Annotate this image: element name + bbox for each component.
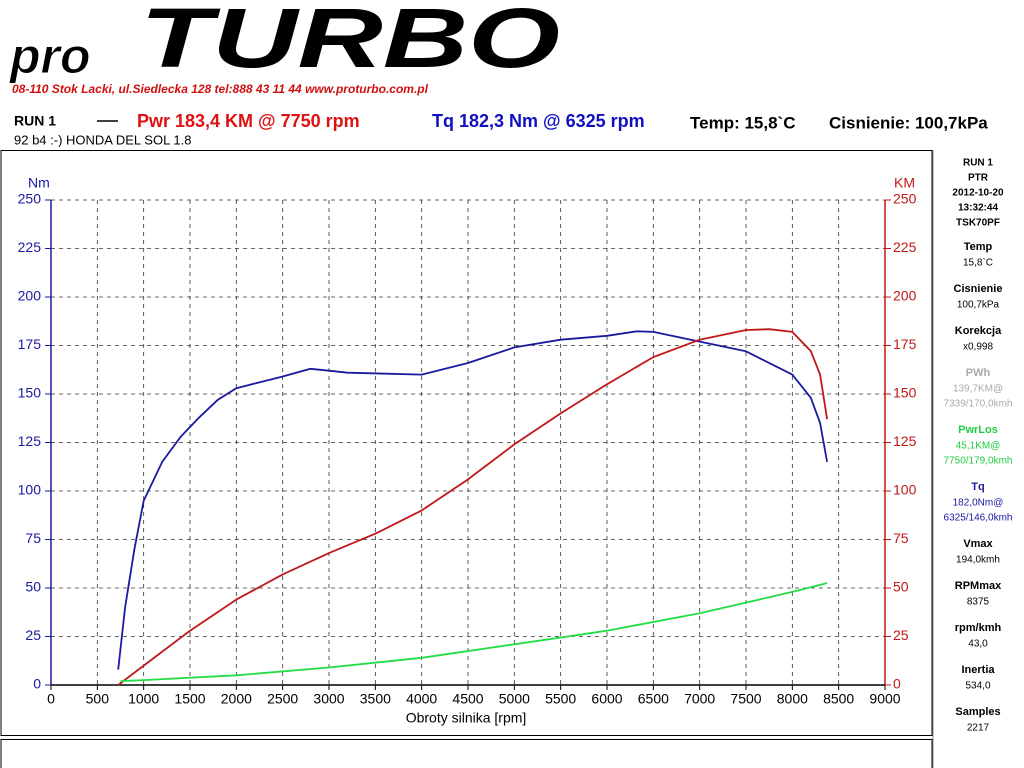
panel-value: 182,0Nm@ (953, 498, 1004, 509)
y-tick-label: 50 (25, 579, 41, 595)
panel-label: Temp (964, 241, 993, 253)
panel-value: 8375 (967, 597, 990, 608)
bottom-box (0, 739, 933, 768)
y2-tick-label: 125 (893, 433, 917, 449)
x-tick-label: 7500 (730, 691, 761, 707)
y2-tick-label: 200 (893, 288, 917, 304)
x-tick-label: 5000 (499, 691, 530, 707)
y2-tick-label: 250 (893, 191, 917, 207)
x-tick-label: 9000 (869, 691, 900, 707)
series-line (117, 330, 828, 670)
pressure-summary: Cisnienie: 100,7kPa (829, 113, 988, 132)
y-tick-label: 0 (33, 676, 41, 692)
y-tick-label: 100 (18, 482, 42, 498)
y-tick-label: 175 (18, 336, 42, 352)
y-tick-label: 75 (25, 530, 41, 546)
panel-value: RUN 1 (963, 158, 993, 169)
panel-label: Samples (955, 706, 1000, 718)
y2-tick-label: 175 (893, 336, 917, 352)
x-tick-label: 500 (86, 691, 110, 707)
y2-tick-label: 225 (893, 239, 917, 255)
panel-label: Tq (971, 481, 984, 493)
x-tick-label: 5500 (545, 691, 576, 707)
y2-tick-label: 75 (893, 530, 909, 546)
x-tick-label: 8000 (777, 691, 808, 707)
panel-value: 534,0 (965, 681, 990, 692)
y2-axis-label: KM (894, 175, 915, 191)
panel-value: 2217 (967, 723, 990, 734)
x-tick-label: 6000 (591, 691, 622, 707)
subtitle: 92 b4 :-) HONDA DEL SOL 1.8 (14, 132, 192, 147)
y2-tick-label: 25 (893, 627, 909, 643)
logo-turbo: TURBO (140, 0, 560, 85)
panel-value: x0,998 (963, 342, 993, 353)
x-tick-label: 2500 (267, 691, 298, 707)
y-tick-label: 225 (18, 239, 42, 255)
panel-value: 13:32:44 (958, 203, 998, 214)
panel-value: 194,0kmh (956, 555, 1000, 566)
temp-summary: Temp: 15,8`C (690, 113, 796, 132)
y-tick-label: 25 (25, 627, 41, 643)
x-tick-label: 8500 (823, 691, 854, 707)
x-tick-label: 3000 (313, 691, 344, 707)
panel-label: Cisnienie (954, 283, 1003, 295)
panel-value: 43,0 (968, 639, 988, 650)
panel-value: 45,1KM@ (956, 441, 1001, 452)
y2-tick-label: 100 (893, 482, 917, 498)
logo-pro: pro (8, 28, 91, 84)
x-tick-label: 1000 (128, 691, 159, 707)
x-axis-label: Obroty silnika [rpm] (406, 710, 527, 726)
y-axis-label: Nm (28, 175, 50, 191)
series-line (117, 328, 828, 686)
panel-label: PWh (966, 367, 991, 379)
y-tick-label: 150 (18, 385, 42, 401)
y-tick-label: 200 (18, 288, 42, 304)
torque-summary: Tq 182,3 Nm @ 6325 rpm (432, 111, 645, 131)
panel-value: 100,7kPa (957, 300, 1000, 311)
panel-label: RPMmax (955, 580, 1002, 592)
x-tick-label: 4500 (452, 691, 483, 707)
panel-label: Korekcja (955, 325, 1002, 337)
x-tick-label: 4000 (406, 691, 437, 707)
x-tick-label: 2000 (221, 691, 252, 707)
run-label: RUN 1 (14, 113, 56, 129)
y-tick-label: 250 (18, 191, 42, 207)
panel-value: 15,8`C (963, 257, 993, 269)
panel-label: Inertia (961, 664, 995, 676)
panel-label: rpm/kmh (955, 622, 1002, 634)
power-summary: Pwr 183,4 KM @ 7750 rpm (137, 111, 360, 131)
panel-value: 2012-10-20 (952, 188, 1004, 199)
series-line (120, 582, 828, 682)
panel-value: 6325/146,0kmh (944, 513, 1013, 524)
panel-value: 7339/170,0kmh (944, 399, 1013, 410)
x-tick-label: 0 (47, 691, 55, 707)
address: 08-110 Stok Lacki, ul.Siedlecka 128 tel:… (12, 82, 429, 96)
x-tick-label: 1500 (174, 691, 205, 707)
x-tick-label: 7000 (684, 691, 715, 707)
x-tick-label: 6500 (638, 691, 669, 707)
panel-value: PTR (968, 173, 989, 184)
y-tick-label: 125 (18, 433, 42, 449)
y2-tick-label: 50 (893, 579, 909, 595)
panel-label: PwrLos (958, 424, 998, 436)
chart-frame (0, 150, 933, 736)
panel-label: Vmax (963, 538, 993, 550)
panel-value: 7750/179,0kmh (944, 456, 1013, 467)
y2-tick-label: 0 (893, 676, 901, 692)
y2-tick-label: 150 (893, 385, 917, 401)
panel-value: TSK70PF (956, 218, 1000, 229)
x-tick-label: 3500 (360, 691, 391, 707)
panel-value: 139,7KM@ (953, 384, 1003, 395)
